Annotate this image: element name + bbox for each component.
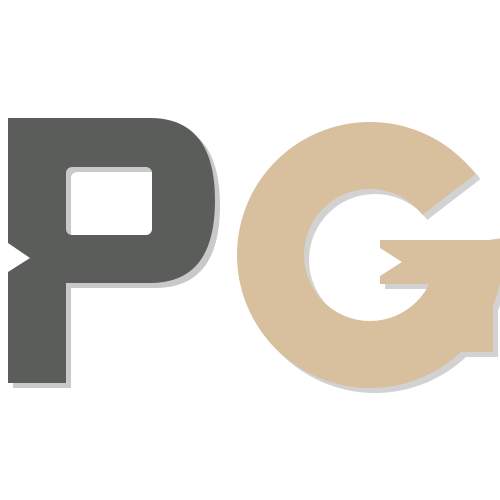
letter-p: [8, 118, 215, 383]
letter-g: [237, 122, 500, 388]
